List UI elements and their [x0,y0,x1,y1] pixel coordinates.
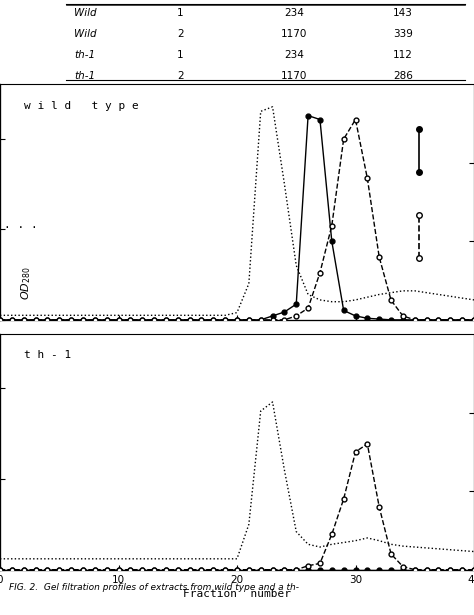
Text: 143: 143 [393,7,413,18]
Text: $OD_{280}$: $OD_{280}$ [19,266,33,300]
Text: Wild: Wild [74,29,97,39]
Text: 339: 339 [393,29,413,39]
Text: 1170: 1170 [281,71,307,81]
Text: 2: 2 [177,71,183,81]
Text: t h - 1: t h - 1 [24,351,71,360]
Text: 1: 1 [177,50,183,60]
Text: 234: 234 [284,7,304,18]
Text: 112: 112 [393,50,413,60]
Text: th-1: th-1 [75,50,96,60]
Text: · · ·: · · · [4,223,38,232]
Text: 1: 1 [177,7,183,18]
Text: 286: 286 [393,71,413,81]
X-axis label: Fraction  number: Fraction number [183,589,291,599]
Text: th-1: th-1 [75,71,96,81]
Text: FIG. 2.  Gel filtration profiles of extracts from wild type and a th-: FIG. 2. Gel filtration profiles of extra… [9,583,300,592]
Text: Wild: Wild [74,7,97,18]
Text: 234: 234 [284,50,304,60]
Text: 2: 2 [177,29,183,39]
Text: 1170: 1170 [281,29,307,39]
Text: w i l d   t y p e: w i l d t y p e [24,101,138,111]
